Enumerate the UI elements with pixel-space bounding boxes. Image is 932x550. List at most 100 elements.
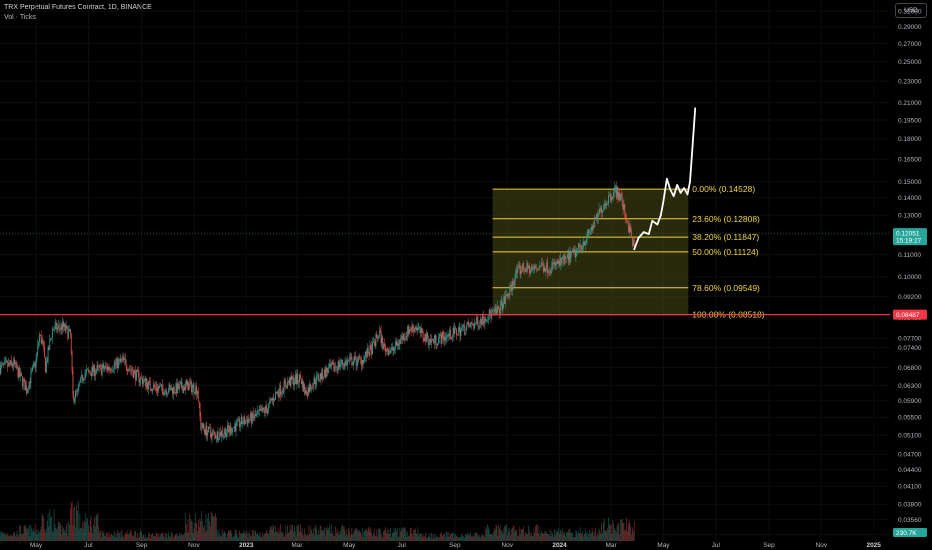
volume-bar xyxy=(75,527,76,541)
volume-bar xyxy=(198,527,200,541)
candle-body xyxy=(189,383,191,385)
price-tick-label: 0.25000 xyxy=(898,59,922,66)
volume-bar xyxy=(549,529,551,541)
volume-bar xyxy=(529,529,530,541)
candle-body xyxy=(57,324,59,328)
volume-bar xyxy=(254,530,256,541)
candle-body xyxy=(130,369,132,371)
candle-body xyxy=(15,362,17,369)
volume-bar xyxy=(13,532,15,541)
volume-bar xyxy=(59,523,61,541)
volume-bar xyxy=(427,537,428,541)
candle-body xyxy=(154,384,155,387)
candle-body xyxy=(41,340,43,344)
candle-body xyxy=(603,205,605,210)
candle-body xyxy=(11,362,13,366)
candle-body xyxy=(118,360,119,368)
candle-body xyxy=(596,213,598,220)
candle-body xyxy=(221,431,223,436)
candle-body xyxy=(615,186,617,197)
volume-bar xyxy=(38,530,40,541)
candle-body xyxy=(626,219,627,221)
price-tick-label: 0.05500 xyxy=(898,415,922,422)
volume-bar xyxy=(633,521,635,541)
volume-bar xyxy=(299,524,301,541)
fibonacci-retracement[interactable]: 0.00% (0.14528)23.60% (0.12808)38.20% (0… xyxy=(492,184,765,320)
candle-body xyxy=(234,425,236,432)
volume-bar xyxy=(17,537,19,541)
candle-body xyxy=(454,328,456,334)
volume-bar xyxy=(445,537,446,541)
volume-bar xyxy=(138,537,140,541)
candle-body xyxy=(182,388,184,393)
candle-body xyxy=(88,370,90,373)
candle-body xyxy=(557,260,559,265)
candle-body xyxy=(260,408,262,411)
candle-body xyxy=(218,439,220,440)
candle-body xyxy=(476,317,478,322)
volume-bar xyxy=(472,536,474,541)
candle-body xyxy=(415,327,417,330)
candle-body xyxy=(266,409,268,414)
candle-body xyxy=(345,361,347,362)
volume-bar xyxy=(475,531,476,541)
candle-body xyxy=(264,406,266,413)
volume-bar xyxy=(583,536,585,541)
candle-body xyxy=(510,284,512,287)
volume-bar xyxy=(97,512,99,541)
volume-bar xyxy=(40,526,42,541)
volume-bar xyxy=(122,536,124,541)
candle-body xyxy=(509,286,511,296)
volume-bar xyxy=(117,529,118,541)
volume-bar xyxy=(522,529,524,541)
volume-bar xyxy=(311,529,312,541)
candle-body xyxy=(233,427,234,429)
volume-bar xyxy=(110,534,112,541)
candle-body xyxy=(411,325,413,331)
candle-body xyxy=(578,243,579,249)
time-axis[interactable]: May Jul Sep Nov 2023 Mar May Jul Sep Nov 2024 Mar Ma… xyxy=(30,542,881,549)
volume-bar xyxy=(591,528,593,541)
candle-body xyxy=(173,387,175,393)
candle-body xyxy=(328,367,330,374)
volume-bar xyxy=(530,531,532,541)
candle-body xyxy=(618,192,620,200)
candle-body xyxy=(4,361,6,362)
candle-body xyxy=(135,370,137,381)
volume-bar xyxy=(96,515,98,541)
volume-bar xyxy=(337,534,339,541)
volume-bar xyxy=(257,534,259,541)
projection-drawing[interactable] xyxy=(633,107,697,251)
volume-bar xyxy=(511,529,512,541)
candle-body xyxy=(593,225,595,228)
projection-path[interactable] xyxy=(633,107,697,251)
candle-body xyxy=(538,268,540,270)
candle-body xyxy=(626,220,628,222)
volume-bar xyxy=(366,529,367,541)
volume-bar xyxy=(31,527,33,541)
candle-body xyxy=(478,326,480,328)
candle-body xyxy=(207,432,209,437)
candle-body xyxy=(523,269,525,271)
currency-button[interactable]: USD xyxy=(895,3,927,18)
candle-body xyxy=(265,406,267,410)
volume-bar xyxy=(249,534,251,541)
volume-bar xyxy=(60,524,62,541)
volume-bar xyxy=(399,527,401,541)
volume-bar xyxy=(539,535,541,541)
price-axis[interactable]: 0.310000.290000.270000.250000.230000.210… xyxy=(898,8,922,538)
volume-bar xyxy=(275,525,276,541)
volume-bar xyxy=(596,532,598,541)
volume-bar xyxy=(627,523,629,541)
candle-body xyxy=(463,324,465,334)
volume-bar xyxy=(208,513,209,541)
volume-bar xyxy=(514,532,516,541)
indicator-legend[interactable]: Vol · Ticks xyxy=(4,14,36,21)
volume-bar xyxy=(516,529,518,541)
candle-body xyxy=(146,382,148,388)
volume-bar xyxy=(390,528,391,541)
volume-bar xyxy=(313,535,315,541)
candle-body xyxy=(518,265,520,267)
candle-body xyxy=(312,387,313,389)
